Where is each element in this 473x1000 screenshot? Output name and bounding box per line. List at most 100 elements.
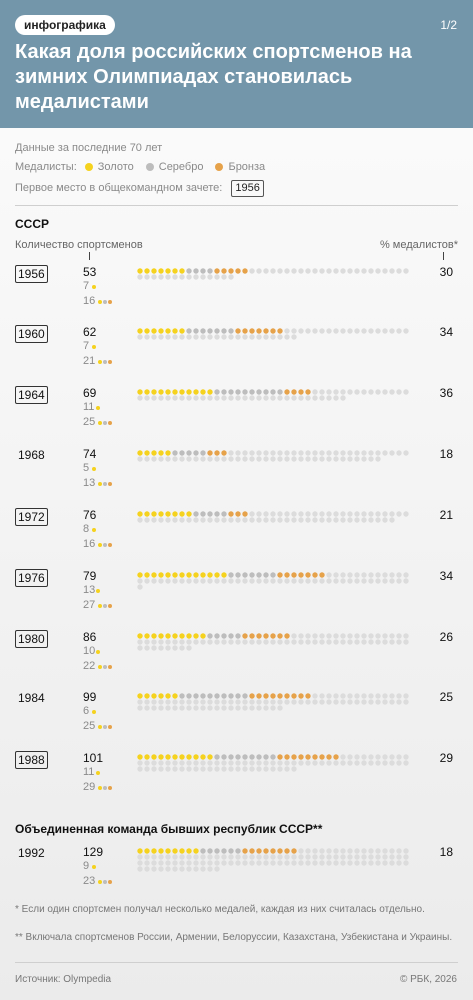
year-label: 1988 [15,751,48,769]
medalists-percent: 34 [439,569,453,583]
medalists-percent: 18 [439,845,453,859]
bronze-dot-icon [215,163,224,171]
footer-divider [15,962,458,963]
year-label: 1992 [18,846,45,860]
legend-label: Медалисты: [15,161,77,173]
medalists-percent: 30 [439,265,453,279]
medal-mix-dot-icon [108,786,112,790]
medal-mix-dot-icon [103,543,107,547]
year-label: 1956 [15,265,48,283]
year-label: 1960 [15,325,48,343]
medal-mix-dot-icon [108,725,112,729]
medal-mix-dot-icon [98,543,102,547]
legend-gold: Золото [97,161,134,173]
medalists-percent: 36 [439,386,453,400]
medal-mix-dot-icon [108,421,112,425]
athlete-count: 129 [83,845,104,859]
gold-mini-dot-icon [96,650,100,654]
gold-mini-dot-icon [92,467,96,471]
copyright: © РБК, 2026 [399,974,457,985]
medal-count: 29 [83,781,96,793]
medal-count: 25 [83,416,96,428]
medalists-percent: 25 [439,690,453,704]
category-tag[interactable]: инфографика [15,15,115,35]
medal-mix-dot-icon [98,482,102,486]
medal-mix-dot-icon [98,665,102,669]
medal-count: 16 [83,538,96,550]
column-header-percent: % медалистов* [379,239,458,251]
athlete-count: 79 [83,569,97,583]
medal-mix-dot-icon [108,543,112,547]
medal-mix-dot-icon [103,300,107,304]
medal-mix-dot-icon [108,665,112,669]
gold-count: 11 [83,401,95,413]
gold-mini-dot-icon [96,771,100,775]
legend-silver: Серебро [158,161,204,173]
section-title-ussr: СССР [15,217,50,231]
medal-count: 23 [83,875,96,887]
medalists-percent: 34 [439,325,453,339]
year-label: 1984 [18,691,45,705]
section-title-unified: Объединенная команда бывших республик СС… [15,822,323,836]
page-title: Какая доля российских спортсменов на зим… [15,41,412,113]
legend-bronze: Бронза [228,161,266,173]
footnote-2: ** Включала спортсменов России, Армении,… [15,932,453,943]
gold-mini-dot-icon [92,285,96,289]
source-note: Источник: Olympedia [15,974,112,985]
gold-count: 6 [83,705,90,717]
year-label: 1980 [15,630,48,648]
gold-count: 5 [83,462,90,474]
medal-mix-dot-icon [98,786,102,790]
content-background [0,128,473,1000]
medal-mix-dot-icon [103,604,107,608]
gold-mini-dot-icon [92,528,96,532]
medal-legend: Медалисты: Золото Серебро Бронза [15,161,265,173]
medal-mix-dot-icon [98,880,102,884]
medalists-percent: 18 [439,447,453,461]
athlete-count: 86 [83,630,97,644]
medalists-percent: 21 [439,508,453,522]
year-label: 1968 [18,448,45,462]
medal-count: 16 [83,295,96,307]
medal-mix-dot-icon [98,360,102,364]
medal-mix-dot-icon [103,482,107,486]
medal-mix-dot-icon [103,880,107,884]
gold-mini-dot-icon [96,406,100,410]
medal-mix-dot-icon [108,604,112,608]
gold-mini-dot-icon [96,589,100,593]
athlete-count: 101 [83,751,104,765]
athlete-count: 99 [83,690,97,704]
gold-count: 7 [83,340,90,352]
medal-count: 27 [83,599,96,611]
medal-mix-dot-icon [103,725,107,729]
page-counter: 1/2 [440,18,457,32]
gold-count: 11 [83,766,95,778]
gold-dot-icon [84,163,93,171]
gold-count: 10 [83,645,96,657]
medal-count: 22 [83,660,96,672]
year-label: 1972 [15,508,48,526]
athlete-count: 74 [83,447,97,461]
medalists-percent: 29 [439,751,453,765]
athlete-count: 53 [83,265,97,279]
medal-count: 13 [83,477,96,489]
medal-mix-dot-icon [98,604,102,608]
first-place-label: Первое место в общекомандном зачете: [15,182,223,194]
medal-mix-dot-icon [108,300,112,304]
medal-mix-dot-icon [98,725,102,729]
medal-count: 21 [83,355,96,367]
divider [15,205,458,206]
year-label: 1976 [15,569,48,587]
gold-mini-dot-icon [92,710,96,714]
athletes-column-tick [89,252,90,260]
medal-mix-dot-icon [108,482,112,486]
gold-count: 9 [83,860,90,872]
athlete-count: 76 [83,508,97,522]
gold-count: 8 [83,523,90,535]
first-place-example-box: 1956 [231,180,264,197]
medal-mix-dot-icon [98,300,102,304]
column-header-athletes: Количество спортсменов [15,239,143,251]
medal-mix-dot-icon [108,360,112,364]
medalists-percent: 26 [439,630,453,644]
medal-mix-dot-icon [103,786,107,790]
